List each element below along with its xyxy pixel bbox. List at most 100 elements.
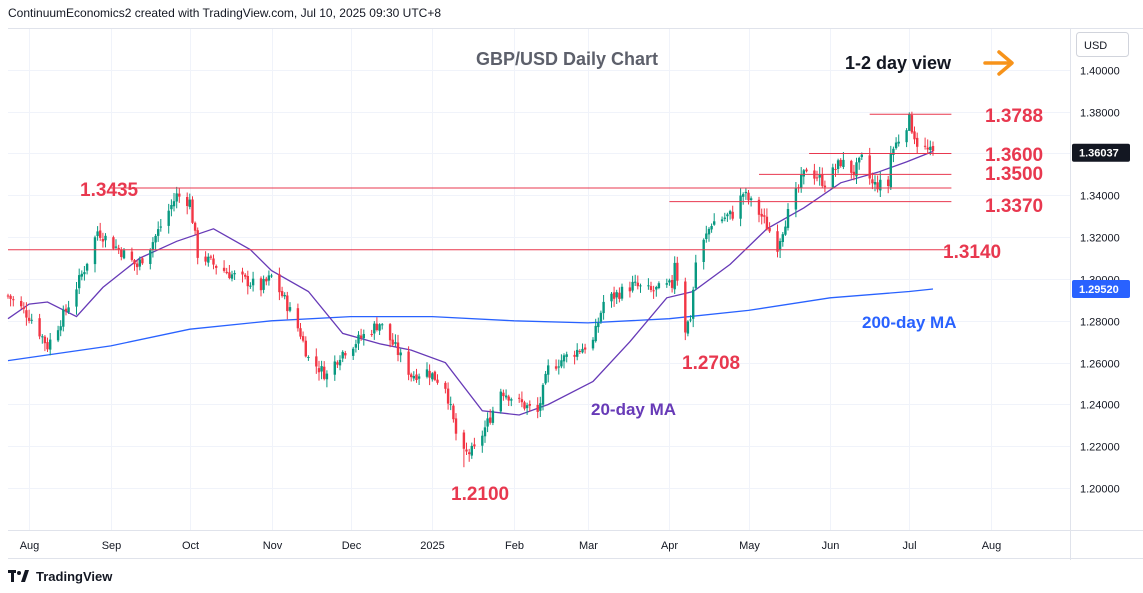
- candle: [85, 262, 89, 275]
- candle-body: [599, 312, 603, 322]
- candle: [652, 285, 655, 299]
- candle-body: [317, 368, 321, 373]
- chart-title: GBP/USD Daily Chart: [476, 49, 658, 69]
- candle-body: [59, 326, 62, 331]
- candle: [352, 346, 355, 360]
- candle: [157, 221, 160, 242]
- candle-body: [83, 272, 86, 275]
- time-axis-ticks: Aug Sep Oct Nov Dec 2025 Feb Mar Apr May Jun Jul Aug: [20, 540, 1002, 552]
- candlestick-series[interactable]: [6, 111, 935, 468]
- candle-body: [610, 293, 613, 302]
- candle: [636, 275, 639, 290]
- candle: [207, 253, 210, 267]
- candle: [394, 334, 397, 347]
- candle-body: [913, 131, 916, 140]
- candle-body: [855, 162, 858, 177]
- candle: [705, 225, 708, 243]
- candle-body: [768, 228, 771, 232]
- candle: [470, 442, 473, 459]
- candle: [344, 350, 347, 359]
- candle-body: [141, 258, 144, 264]
- candle-body: [138, 259, 141, 267]
- candle-body: [6, 295, 10, 297]
- candle-body: [175, 193, 178, 202]
- candle-body: [78, 275, 81, 289]
- level-label-1-3435: 1.3435: [80, 180, 139, 201]
- candle-body: [794, 188, 798, 210]
- time-tick-label: Feb: [505, 540, 524, 552]
- candle-body: [489, 417, 492, 423]
- candle: [99, 222, 102, 241]
- candle-body: [583, 347, 587, 350]
- candle-body: [560, 360, 563, 367]
- candle: [262, 275, 265, 294]
- candle-body: [889, 153, 892, 188]
- candle: [112, 235, 115, 251]
- time-tick-label: Aug: [982, 540, 1002, 552]
- candle-body: [910, 115, 914, 133]
- candle: [628, 281, 632, 298]
- candle-body: [120, 249, 123, 257]
- candle: [923, 137, 927, 150]
- candle-body: [170, 205, 173, 210]
- candle-body: [473, 444, 476, 447]
- candle-body: [894, 142, 898, 149]
- currency-box[interactable]: [1076, 32, 1129, 57]
- candle: [267, 270, 271, 286]
- candle-body: [104, 235, 107, 241]
- candle: [410, 372, 413, 382]
- candle-body: [892, 148, 895, 155]
- candle: [565, 351, 568, 363]
- candle: [425, 362, 429, 379]
- candle: [692, 286, 695, 328]
- ma20-label: 20-day MA: [591, 400, 676, 419]
- candle-body: [85, 263, 89, 271]
- candle: [573, 350, 576, 365]
- candle: [618, 287, 621, 303]
- candle-body: [763, 215, 766, 217]
- candle-body: [760, 213, 763, 217]
- candle-body: [686, 321, 690, 334]
- candle-body: [565, 354, 568, 357]
- candle-body: [341, 351, 344, 359]
- candle: [407, 346, 410, 381]
- candle-body: [215, 266, 218, 268]
- candle: [209, 254, 213, 260]
- candle: [868, 147, 871, 185]
- candle: [765, 208, 769, 231]
- candle: [481, 430, 484, 453]
- support-resistance-levels: [8, 113, 952, 251]
- candle-body: [887, 179, 890, 186]
- candle-body: [30, 319, 33, 321]
- candle-body: [286, 295, 289, 312]
- candle: [446, 382, 450, 410]
- candle-body: [375, 323, 379, 330]
- candle-body: [705, 233, 708, 239]
- candle-body: [834, 169, 837, 170]
- candle-body: [20, 301, 23, 307]
- candle-body: [781, 234, 784, 242]
- candle: [668, 278, 671, 286]
- candle: [504, 389, 508, 400]
- candle: [354, 339, 358, 353]
- candle: [639, 283, 642, 293]
- currency-label: USD: [1084, 40, 1107, 52]
- candle-body: [541, 384, 545, 405]
- candle-body: [784, 226, 787, 235]
- candle: [612, 286, 616, 307]
- candle-body: [388, 324, 392, 341]
- candle-body: [122, 250, 126, 259]
- candle-body: [860, 154, 863, 158]
- candle-body: [251, 278, 255, 286]
- candle: [834, 163, 837, 177]
- candle-body: [652, 290, 655, 292]
- candle: [359, 328, 363, 341]
- candle: [141, 256, 144, 265]
- price-axis-ticks: 1.400001.380001.360001.340001.320001.300…: [1080, 66, 1120, 496]
- candle-body: [114, 246, 118, 248]
- candle-body: [333, 361, 336, 375]
- candle-body: [831, 167, 834, 188]
- candle-body: [710, 226, 713, 230]
- candle: [913, 126, 916, 145]
